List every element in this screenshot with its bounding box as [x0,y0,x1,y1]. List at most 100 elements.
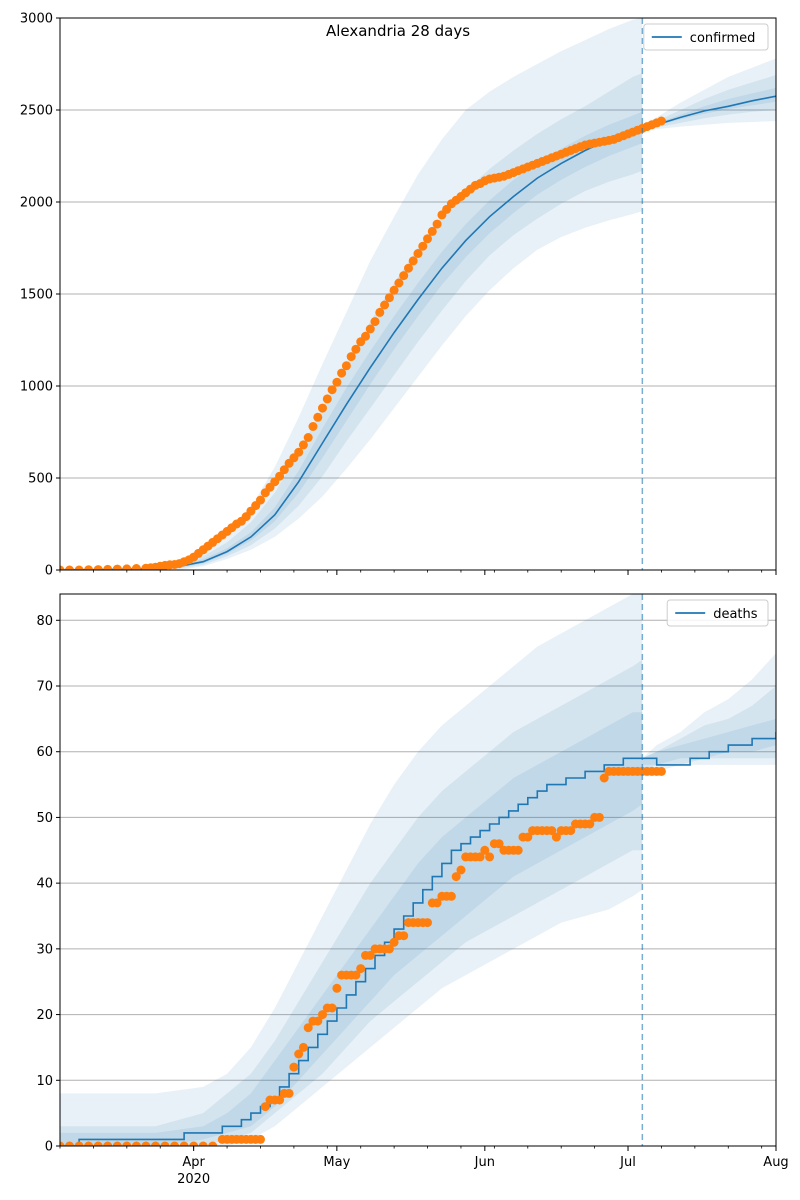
data-point [432,219,442,229]
data-point [313,1016,323,1026]
data-point [365,950,375,960]
y-tick-label: 80 [36,614,53,629]
data-point [346,352,356,362]
y-tick-label: 10 [36,1074,53,1089]
data-point [327,385,337,395]
data-point [513,845,523,855]
data-point [284,1088,294,1098]
data-point [313,412,323,422]
data-point [256,495,265,505]
y-tick-label: 40 [36,877,53,892]
data-point [332,983,342,993]
uncertainty-band [642,718,776,765]
data-point [141,1141,151,1146]
legend-label: confirmed [690,31,756,46]
data-point [160,1141,170,1146]
uncertainty-band [642,58,776,132]
data-point [170,1141,180,1146]
data-point [327,1003,337,1013]
data-point [380,300,390,310]
legend-label: deaths [713,607,758,622]
data-point [408,256,418,266]
data-point [446,891,456,901]
data-point [122,564,132,570]
data-point [389,285,399,295]
data-point [74,565,84,570]
data-point [298,440,308,450]
y-tick-label: 20 [36,1008,53,1023]
data-point [294,1049,304,1059]
data-point [151,1141,160,1146]
data-point [423,234,432,244]
data-point [547,826,557,836]
data-point [275,471,285,481]
data-point [298,1042,308,1052]
data-point [289,1062,299,1072]
y-tick-label: 60 [36,745,53,760]
data-point [279,465,289,475]
data-point [60,565,65,570]
data-point [256,1134,265,1144]
axes-frame [59,593,777,1147]
data-point [523,832,533,842]
data-point [427,226,437,236]
data-point [294,447,304,457]
data-point [308,422,318,431]
uncertainty-band [60,594,643,1146]
data-point [656,766,666,776]
data-point [456,865,466,875]
series-line-deaths [60,732,776,1146]
data-point [65,1141,74,1146]
y-tick-label: 1000 [20,380,53,395]
x-tick-label: Apr [182,1155,205,1170]
x-tick-label: Jun [474,1155,495,1170]
data-point [337,368,347,378]
y-tick-label: 1500 [20,288,53,303]
data-point [103,1141,113,1146]
data-point [361,331,370,341]
data-point [103,564,113,570]
legend: deaths [666,599,769,627]
data-point [475,852,485,862]
data-point [656,116,666,126]
uncertainty-band [60,712,643,1146]
uncertainty-band [642,686,776,772]
legend-box [666,599,769,627]
y-tick-label: 0 [45,564,53,579]
data-point [418,241,428,251]
data-point [74,1141,84,1146]
data-point [303,433,313,442]
data-point [332,377,342,387]
y-tick-label: 3000 [20,12,53,27]
legend: confirmed [643,23,769,51]
chart-panel-1: 0 500 1000 1500 2000 2500 3000 Alexandria 28 da… [20,12,777,579]
data-point [318,1010,327,1020]
plot-area [60,594,776,1146]
data-point [394,278,404,288]
data-point [413,249,423,258]
data-point [480,845,490,855]
y-tick-label: 2500 [20,104,53,119]
data-point [303,1023,313,1033]
data-point [566,826,576,836]
data-point [404,263,413,273]
data-point [432,898,442,908]
data-point [93,1141,103,1146]
x-tick-label: Jul [619,1155,636,1170]
x-tick-label: May [323,1155,350,1170]
data-point [112,564,122,570]
uncertainty-band [60,111,643,570]
data-point [551,832,561,842]
data-point [322,394,332,404]
y-tick-label: 500 [28,472,53,487]
data-point [399,931,409,941]
data-point [594,812,604,822]
data-point [451,872,461,882]
y-tick-label: 0 [45,1140,53,1155]
data-point [370,317,380,327]
data-point [60,1141,65,1146]
legend-box [643,23,769,51]
data-point [275,1095,285,1105]
data-point [122,1141,132,1146]
chart-title: Alexandria 28 days [326,22,470,40]
